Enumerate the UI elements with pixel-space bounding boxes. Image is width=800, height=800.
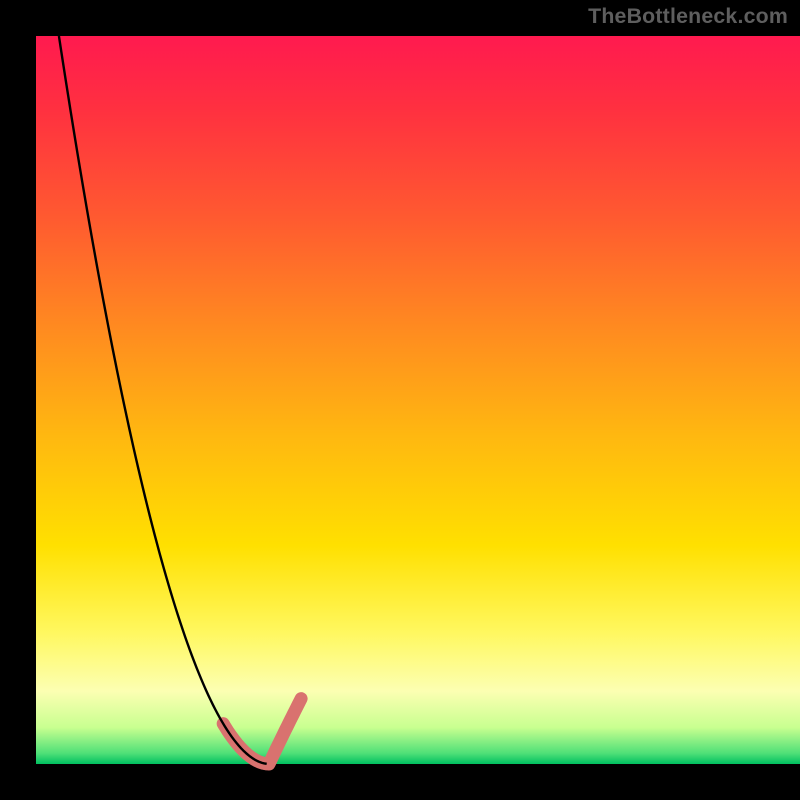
- watermark-text: TheBottleneck.com: [588, 4, 788, 29]
- border-left: [0, 0, 36, 800]
- chart-canvas: TheBottleneck.com: [0, 0, 800, 800]
- background-gradient: [0, 0, 800, 800]
- border-bottom: [0, 764, 800, 800]
